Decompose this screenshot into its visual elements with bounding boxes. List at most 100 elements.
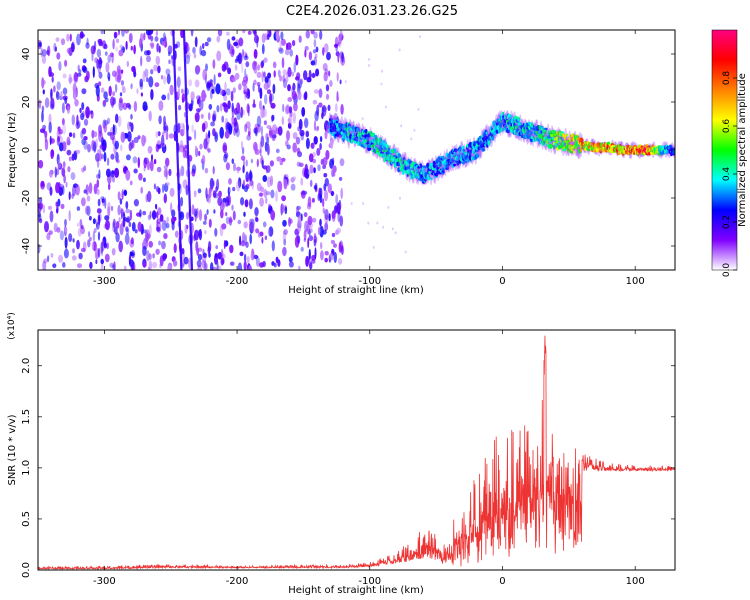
spectrogram-noise-mark [76,222,79,227]
spectrogram-noise-mark [86,195,91,202]
spectrogram-noise-mark [229,244,234,254]
spectrogram-noise-mark [224,106,229,114]
spectrogram-noise-mark [312,217,317,223]
spectrogram-noise-mark [282,103,285,113]
spectrogram-noise-mark [140,186,143,194]
spectrogram-noise-mark [119,97,123,104]
spectrogram-noise-mark [262,175,268,182]
spectrogram-noise-mark [253,254,259,260]
spectrogram-noise-mark [181,248,185,255]
spectrogram-noise-mark [177,122,181,134]
spectrogram-noise-mark [180,165,185,177]
spectrogram-ridge-mark [546,139,549,145]
spectrogram-noise-mark [76,206,81,211]
spectrogram-noise-mark [303,238,306,243]
spectrogram-noise-mark [347,145,350,149]
spectrogram-noise-mark [268,226,274,237]
spectrogram-noise-mark [113,261,116,270]
spectrogram-noise-mark [163,125,167,131]
spectrogram-noise-mark [223,94,228,102]
spectrogram-noise-mark [108,183,111,191]
spectrogram-ridge-mark [457,153,461,158]
spectrogram-noise-mark [143,50,149,56]
spectrogram-noise-mark [245,159,248,167]
spectrogram-noise-mark [293,176,296,181]
spectrogram-noise-mark [87,143,91,153]
spectrogram-noise-mark [275,190,278,202]
spectrogram-noise-mark [50,103,55,110]
spectrogram-noise-mark [124,233,130,245]
spectrogram-noise-mark [240,240,246,247]
spectrogram-noise-mark [313,56,317,66]
spectrogram-noise-mark [111,248,116,256]
spectrogram-ridge-mark [488,140,491,144]
spectrogram-noise-mark [246,92,249,100]
spectrogram-noise-mark [233,41,239,47]
snr-panel: -300 -200 -100 0 100 0.0 0.5 1.0 1.5 2.0 Height … [7,312,676,596]
spectrogram-noise-mark [158,115,162,125]
spectrogram-noise-mark [210,89,213,100]
spectrogram-noise-mark [138,173,143,181]
spectrogram-noise-mark [98,214,101,226]
spectrogram-noise-mark [257,64,260,71]
spectrogram-noise-mark [234,121,239,134]
spectrogram-noise-mark [333,251,337,264]
spectrogram-noise-mark [55,37,60,42]
spectrogram-noise-mark [137,221,142,232]
spectrogram-ridge-mark [526,136,530,139]
spectrogram-noise-mark [191,204,195,215]
spectrogram-noise-mark [46,182,52,191]
spectrogram-noise-mark [77,64,80,72]
spectrogram-noise-mark [324,257,329,263]
spectrogram-noise-mark [97,198,101,207]
spectrogram-noise-mark [76,263,83,269]
spectrogram-noise-mark [163,220,167,225]
spectrogram-noise-mark [196,98,200,105]
spectrogram-noise-mark [163,115,166,127]
spectrogram-noise-mark [96,207,102,214]
y-tick-label: 0 [21,147,32,153]
spectrogram-ridge-mark [535,131,538,134]
spectrogram-noise-mark [44,138,49,151]
spectrogram-noise-mark [239,235,242,246]
spectrogram-noise-mark [149,159,154,172]
spectrogram-noise-mark [48,66,52,78]
spectrogram-noise-mark [112,91,116,96]
spectrogram-noise-mark [56,208,59,214]
spectrogram-ridge-mark [475,153,480,158]
spectrogram-noise-mark [322,164,326,169]
spectrogram-noise-mark [148,110,152,122]
spectrogram-noise-mark [44,97,50,108]
spectrogram-noise-mark [248,265,253,270]
spectrogram-noise-mark [209,79,213,84]
spectrogram-noise-mark [156,140,162,145]
y-tick-label: 40 [21,48,32,61]
spectrogram-noise-mark [311,73,316,78]
spectrogram-noise-mark [151,210,157,220]
spectrogram-noise-mark [173,216,177,221]
spectrogram-noise-mark [148,260,153,270]
spectrogram-noise-mark [254,127,258,137]
spectrogram-noise-mark [111,70,117,77]
spectrogram-noise-mark [314,53,318,59]
spectrogram-noise-mark [66,105,71,114]
spectrogram-noise-mark [232,87,236,94]
spectrogram-ridge-mark [332,126,335,131]
spectrogram-noise-mark [81,197,86,207]
spectrogram-noise-mark [240,197,245,206]
spectrogram-noise-mark [288,256,293,263]
spectrogram-noise-mark [206,80,212,91]
spectrogram-noise-mark [338,176,343,181]
spectrogram-noise-mark [95,85,100,97]
spectrogram-noise-mark [329,252,334,261]
spectrogram-noise-mark [289,49,294,57]
x-tick-label: 100 [626,576,645,587]
spectrogram-noise-mark [93,228,97,233]
spectrogram-noise-mark [277,259,281,267]
spectrogram-noise-mark [201,154,206,165]
spectrogram-noise-mark [147,267,151,270]
spectrogram-noise-mark [141,229,147,234]
spectrogram-noise-mark [76,114,79,127]
spectrogram-noise-mark [182,123,185,135]
spectrogram-noise-mark [161,219,167,232]
